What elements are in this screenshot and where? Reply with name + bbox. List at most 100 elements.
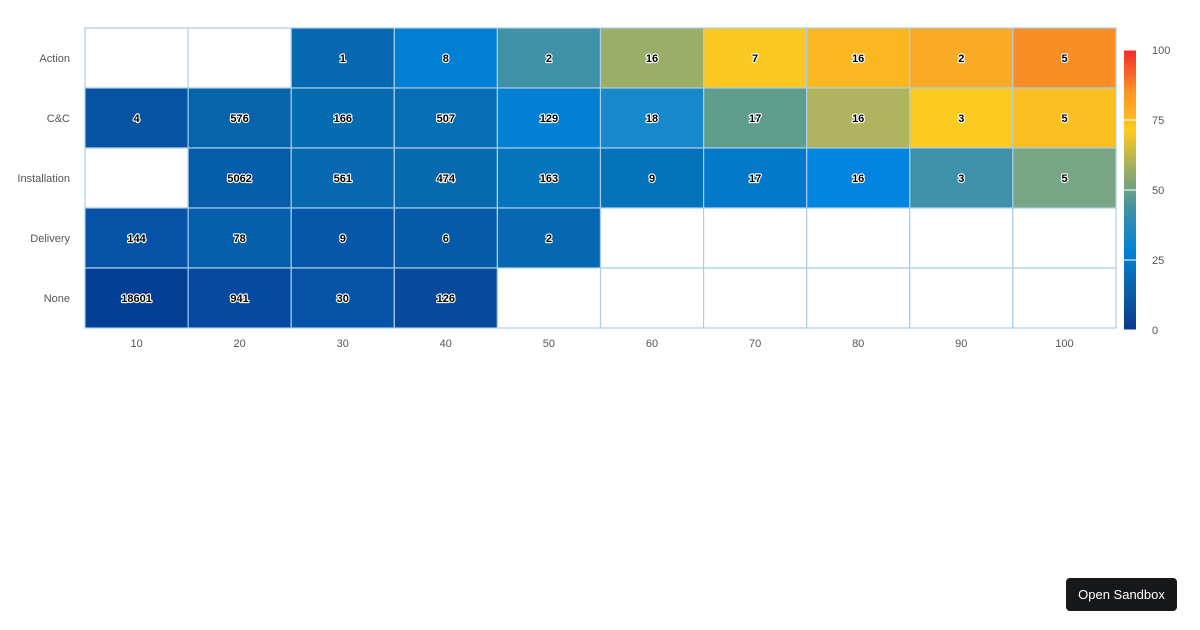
color-legend-tick-label: 25 bbox=[1152, 255, 1164, 267]
cell-value-label: 166 bbox=[334, 113, 352, 125]
heatmap-cell[interactable] bbox=[187, 267, 292, 329]
heatmap-cell-empty[interactable] bbox=[909, 267, 1014, 329]
color-legend-tick-label: 0 bbox=[1152, 325, 1158, 337]
heatmap-cell-empty[interactable] bbox=[702, 207, 808, 269]
heatmap-cell-empty[interactable] bbox=[1012, 207, 1117, 269]
heatmap-cell[interactable] bbox=[496, 147, 602, 209]
color-legend: 100 75 50 25 0 bbox=[1124, 45, 1170, 337]
cell-value-label: 7 bbox=[752, 53, 758, 65]
cell-value-label: 17 bbox=[749, 173, 761, 185]
heatmap-cell[interactable] bbox=[1012, 27, 1117, 89]
x-axis-tick-label: 20 bbox=[233, 338, 245, 350]
heatmap-cell[interactable] bbox=[909, 147, 1014, 209]
cell-value-label: 9 bbox=[340, 233, 346, 245]
y-axis-tick-label: None bbox=[44, 293, 70, 305]
heatmap-cell[interactable] bbox=[290, 27, 395, 89]
x-axis-tick-label: 40 bbox=[440, 338, 452, 350]
color-legend-tick-label: 50 bbox=[1152, 185, 1164, 197]
heatmap-cell-empty[interactable] bbox=[806, 267, 911, 329]
cell-value-label: 144 bbox=[127, 233, 146, 245]
cell-value-label: 78 bbox=[233, 233, 245, 245]
cell-value-label: 474 bbox=[437, 173, 456, 185]
heatmap-cell[interactable] bbox=[84, 267, 189, 329]
heatmap-cell[interactable] bbox=[187, 147, 292, 209]
heatmap-cell-empty[interactable] bbox=[84, 27, 189, 89]
heatmap-cell-empty[interactable] bbox=[599, 207, 705, 269]
heatmap-cell[interactable] bbox=[806, 87, 911, 149]
cell-value-label: 8 bbox=[443, 53, 449, 65]
heatmap-cell[interactable] bbox=[806, 27, 911, 89]
x-axis: 10 20 30 40 50 60 70 80 90 100 bbox=[130, 338, 1073, 350]
y-axis-tick-label: Delivery bbox=[30, 233, 70, 245]
y-axis-tick-label: C&C bbox=[47, 113, 70, 125]
color-legend-tick-label: 100 bbox=[1152, 45, 1170, 57]
heatmap-cell[interactable] bbox=[702, 87, 808, 149]
heatmap-cell[interactable] bbox=[290, 147, 395, 209]
cell-value-label: 3 bbox=[958, 113, 964, 125]
cell-value-label: 507 bbox=[437, 113, 455, 125]
heatmap-cell-empty[interactable] bbox=[496, 267, 602, 329]
heatmap-cell[interactable] bbox=[1012, 147, 1117, 209]
open-sandbox-button[interactable]: Open Sandbox bbox=[1066, 578, 1177, 611]
cell-value-label: 2 bbox=[958, 53, 964, 65]
heatmap-cell[interactable] bbox=[806, 147, 911, 209]
cell-value-label: 16 bbox=[852, 113, 864, 125]
cell-value-label: 2 bbox=[546, 233, 552, 245]
cell-value-label: 17 bbox=[749, 113, 761, 125]
x-axis-tick-label: 10 bbox=[130, 338, 142, 350]
cell-value-label: 126 bbox=[437, 293, 455, 305]
color-legend-tick-label: 75 bbox=[1152, 115, 1164, 127]
heatmap-cell-empty[interactable] bbox=[806, 207, 911, 269]
heatmap-cell[interactable] bbox=[909, 87, 1014, 149]
heatmap-cell[interactable] bbox=[702, 147, 808, 209]
cell-value-label: 3 bbox=[958, 173, 964, 185]
heatmap-cell-empty[interactable] bbox=[909, 207, 1014, 269]
heatmap-cell-empty[interactable] bbox=[702, 267, 808, 329]
heatmap-cell-empty[interactable] bbox=[599, 267, 705, 329]
cell-value-label: 16 bbox=[852, 53, 864, 65]
cell-value-label: 129 bbox=[540, 113, 558, 125]
cell-value-label: 30 bbox=[337, 293, 349, 305]
heatmap-cell[interactable] bbox=[393, 87, 498, 149]
heatmap-cell[interactable] bbox=[187, 87, 292, 149]
x-axis-tick-label: 50 bbox=[543, 338, 555, 350]
cell-value-label: 9 bbox=[649, 173, 655, 185]
heatmap-cell[interactable] bbox=[84, 207, 189, 269]
cell-value-label: 18 bbox=[646, 113, 658, 125]
cell-value-label: 18601 bbox=[121, 293, 152, 305]
x-axis-tick-label: 30 bbox=[337, 338, 349, 350]
heatmap-cell[interactable] bbox=[1012, 87, 1117, 149]
cell-value-label: 5 bbox=[1061, 113, 1067, 125]
cell-value-label: 2 bbox=[546, 53, 552, 65]
heatmap-cell[interactable] bbox=[393, 27, 498, 89]
cell-value-label: 4 bbox=[134, 113, 141, 125]
heatmap-cell[interactable] bbox=[290, 267, 395, 329]
cell-value-label: 5 bbox=[1061, 53, 1067, 65]
cell-value-label: 561 bbox=[334, 173, 352, 185]
y-axis-tick-label: Installation bbox=[17, 173, 70, 185]
heatmap-cell-empty[interactable] bbox=[84, 147, 189, 209]
heatmap-cell-empty[interactable] bbox=[187, 27, 292, 89]
cell-value-label: 5062 bbox=[227, 173, 251, 185]
x-axis-tick-label: 80 bbox=[852, 338, 864, 350]
heatmap-cell-empty[interactable] bbox=[1012, 267, 1117, 329]
cell-value-label: 941 bbox=[230, 293, 248, 305]
y-axis-tick-label: Action bbox=[39, 53, 70, 65]
cell-value-label: 576 bbox=[230, 113, 248, 125]
x-axis-tick-label: 70 bbox=[749, 338, 761, 350]
x-axis-tick-label: 60 bbox=[646, 338, 658, 350]
cell-value-label: 16 bbox=[852, 173, 864, 185]
cell-value-label: 6 bbox=[443, 233, 449, 245]
x-axis-tick-label: 90 bbox=[955, 338, 967, 350]
y-axis: Action C&C Installation Delivery None bbox=[17, 53, 70, 305]
x-axis-tick-label: 100 bbox=[1055, 338, 1073, 350]
cell-value-label: 16 bbox=[646, 53, 658, 65]
cell-value-label: 5 bbox=[1061, 173, 1067, 185]
heatmap-cell[interactable] bbox=[599, 27, 705, 89]
cell-value-label: 163 bbox=[540, 173, 558, 185]
cell-value-label: 1 bbox=[340, 53, 346, 65]
heatmap-cell[interactable] bbox=[599, 87, 705, 149]
heatmap-cells bbox=[84, 27, 1117, 329]
